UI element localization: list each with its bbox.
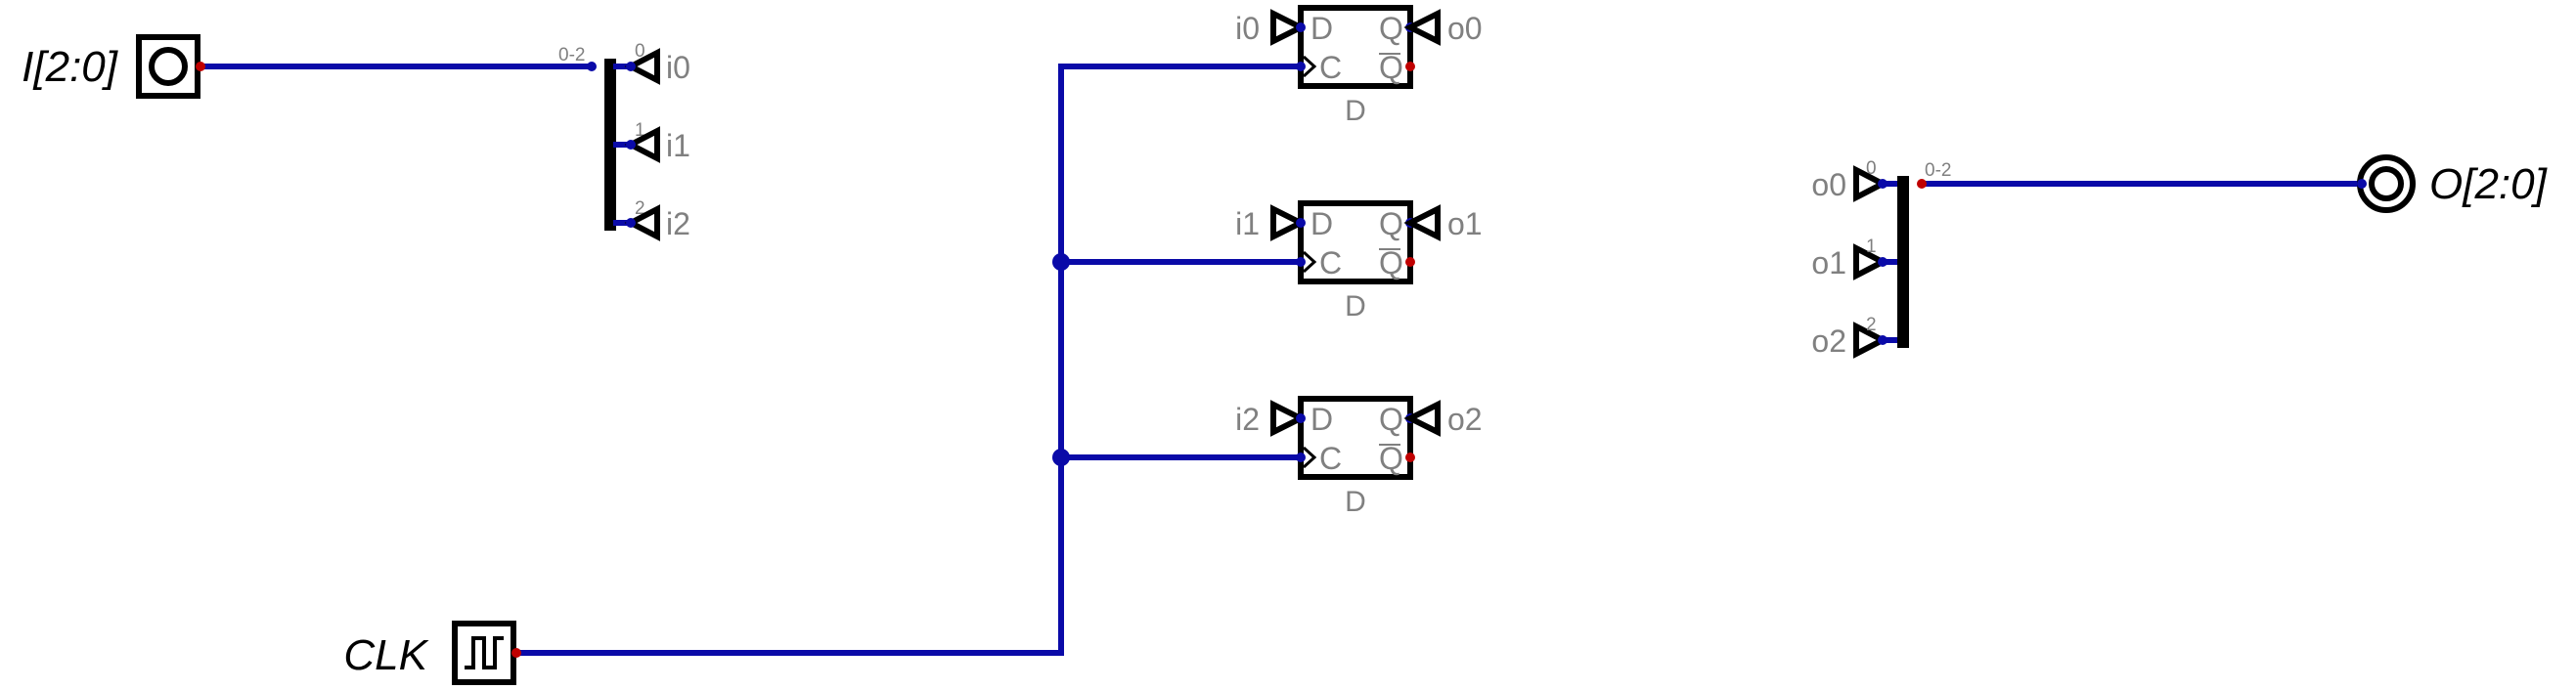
ff1-q-tunnel-shape (1403, 204, 1441, 241)
input-splitter-bit-0: 0 (635, 41, 645, 62)
ff2-d-tunnel-shape (1270, 400, 1308, 437)
ff0-pin-q: Q (1379, 11, 1403, 46)
output-pin-inner-ring-icon (2369, 166, 2404, 201)
ff1-name: D (1345, 290, 1366, 323)
ff0-d-port (1296, 22, 1306, 32)
ff1-pin-c: C (1319, 245, 1342, 280)
input-splitter-bus-port (587, 62, 597, 71)
ff1-body[interactable] (1298, 200, 1413, 284)
flipflop-2[interactable]: i2 D C Q Q D o2 (1235, 396, 1483, 518)
ff0-pin-c: C (1319, 50, 1342, 85)
ff1-pin-q: Q (1379, 206, 1403, 241)
ff1-d-tunnel-label: i1 (1235, 206, 1260, 241)
input-pin-box[interactable] (136, 34, 200, 99)
ff2-body[interactable] (1298, 396, 1413, 480)
ff0-body[interactable] (1298, 5, 1413, 89)
tunnel-i0-label: i0 (666, 50, 690, 85)
tunnel-i1-shape (624, 126, 660, 163)
tunnel-i2-port (626, 218, 636, 228)
output-splitter-bit-0: 0 (1866, 158, 1877, 179)
ff0-c-port (1296, 62, 1306, 71)
ff0-d-tunnel-label: i0 (1235, 11, 1260, 46)
ff2-pin-q: Q (1379, 402, 1403, 437)
output-splitter-bus-port (1917, 179, 1927, 189)
output-pin-outer-ring[interactable] (2357, 154, 2416, 213)
ff1-c-port (1296, 257, 1306, 267)
tunnel-o2-label: o2 (1811, 323, 1846, 359)
ff0-q-tunnel-label: o0 (1447, 11, 1483, 46)
tunnel-o1-label: o1 (1811, 245, 1846, 280)
input-pin-port (196, 62, 205, 71)
ff1-q-tunnel-label: o1 (1447, 206, 1483, 241)
input-splitter-bit-1: 1 (635, 120, 645, 141)
ff1-pin-d: D (1310, 206, 1333, 241)
input-splitter-bit-2: 2 (635, 198, 645, 219)
input-splitter-bar (604, 59, 616, 231)
ff2-d-port (1296, 413, 1306, 423)
output-splitter[interactable]: 0 1 2 0-2 (1866, 158, 1951, 348)
tunnel-i2-label: i2 (666, 206, 690, 241)
tunnel-o1-shape (1853, 243, 1889, 280)
wire-junction-ff2 (1052, 449, 1070, 466)
tunnel-i2[interactable]: i2 (624, 204, 690, 241)
tunnel-i1[interactable]: i1 (624, 126, 690, 163)
clock-port (511, 648, 521, 658)
tunnel-i0-shape (624, 48, 660, 85)
ff2-q-tunnel-shape (1403, 400, 1441, 437)
clock-source[interactable]: CLK (343, 621, 521, 685)
tunnel-o2-shape (1853, 322, 1889, 359)
ff2-qn-port (1405, 453, 1415, 462)
ff2-c-port (1296, 453, 1306, 462)
tunnel-o1[interactable]: o1 (1811, 243, 1889, 280)
output-pin[interactable]: O[2:0] (2357, 154, 2549, 213)
clock-wave-icon (465, 636, 504, 669)
ff2-q-tunnel-label: o2 (1447, 402, 1483, 437)
output-pin-port (2357, 179, 2367, 189)
input-pin-label: I[2:0] (22, 43, 119, 91)
tunnel-i2-shape (624, 204, 660, 241)
ff0-d-tunnel-shape (1270, 9, 1308, 46)
input-splitter-bus-label: 0-2 (558, 45, 585, 65)
output-splitter-bit-2: 2 (1866, 315, 1877, 335)
ff2-d-tunnel-label: i2 (1235, 402, 1260, 437)
ff0-clock-triangle-icon (1302, 55, 1317, 78)
tunnel-o0-shape (1853, 165, 1889, 202)
tunnel-i1-label: i1 (666, 128, 690, 163)
ff1-d-port (1296, 218, 1306, 228)
ff0-qn-port (1405, 62, 1415, 71)
ff1-clock-triangle-icon (1302, 250, 1317, 274)
output-pin-label: O[2:0] (2429, 160, 2549, 208)
ff0-q-tunnel-shape (1403, 9, 1441, 46)
ff1-qn-port (1405, 257, 1415, 267)
tunnel-i0-port (626, 62, 636, 71)
output-splitter-bus-label: 0-2 (1925, 160, 1951, 181)
wires (198, 64, 2365, 656)
tunnel-o0-label: o0 (1811, 167, 1846, 202)
ff2-clock-triangle-icon (1302, 446, 1317, 469)
ff0-pin-qn: Q (1379, 50, 1403, 85)
input-pin[interactable]: I[2:0] (22, 34, 205, 99)
clock-label: CLK (343, 631, 428, 679)
wire-junction-ff1 (1052, 253, 1070, 271)
ff1-pin-qn: Q (1379, 245, 1403, 280)
flipflop-1[interactable]: i1 D C Q Q D o1 (1235, 200, 1483, 323)
ff2-name: D (1345, 486, 1366, 518)
input-splitter[interactable]: 0-2 0 1 2 (558, 41, 645, 231)
ff2-pin-c: C (1319, 441, 1342, 476)
ff2-pin-d: D (1310, 402, 1333, 437)
tunnel-i0[interactable]: i0 (624, 48, 690, 85)
input-pin-ring-icon (149, 47, 188, 86)
flipflop-0[interactable]: i0 D C Q Q D o0 (1235, 5, 1483, 127)
ff0-pin-d: D (1310, 11, 1333, 46)
ff2-pin-qn: Q (1379, 441, 1403, 476)
output-splitter-bit-1: 1 (1866, 237, 1877, 257)
tunnel-i1-port (626, 140, 636, 150)
tunnel-o0[interactable]: o0 (1811, 165, 1889, 202)
output-splitter-bar (1897, 176, 1909, 348)
ff0-name: D (1345, 95, 1366, 127)
ff1-d-tunnel-shape (1270, 204, 1308, 241)
